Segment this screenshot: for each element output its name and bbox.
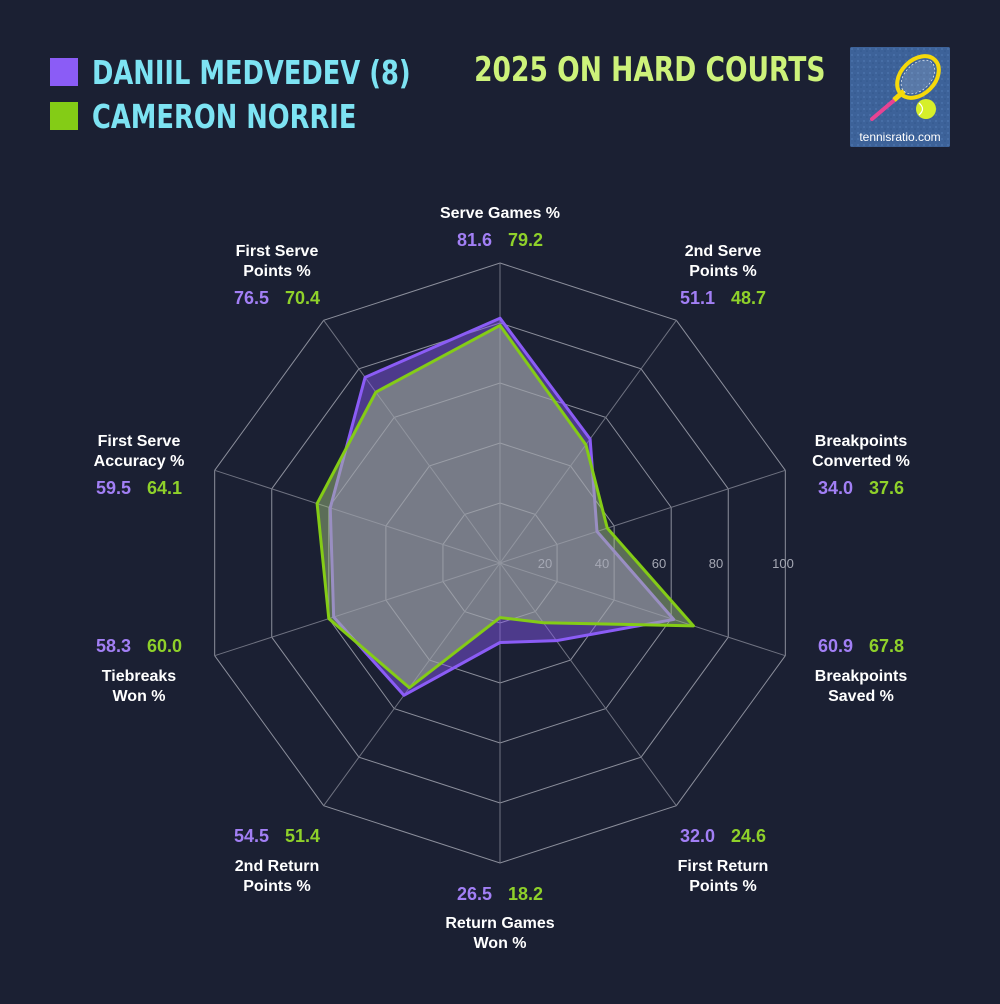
category-label-9-line-1: Points %	[243, 263, 311, 280]
spoke-9	[323, 320, 501, 564]
category-label-5-line-0: Return Games	[445, 915, 554, 932]
category-label-6-line-1: Points %	[243, 878, 311, 895]
value-label-medvedev-1: 51.1	[680, 288, 715, 308]
legend-swatch-medvedev	[50, 58, 78, 86]
value-label-norrie-8: 64.1	[147, 478, 182, 498]
tennisratio-logo[interactable]: tennisratio.com	[850, 47, 950, 147]
category-label-2-line-0: Breakpoints	[815, 433, 908, 450]
spoke-1	[499, 320, 677, 564]
category-label-3-line-0: Breakpoints	[815, 668, 908, 685]
category-label-8-line-0: First Serve	[98, 433, 181, 450]
value-label-medvedev-7: 58.3	[96, 636, 131, 656]
legend: DANIIL MEDVEDEV (8) CAMERON NORRIE	[50, 50, 501, 138]
value-label-medvedev-6: 54.5	[234, 826, 269, 846]
category-label-4-line-1: Points %	[689, 878, 757, 895]
category-label-3-line-1: Saved %	[828, 688, 894, 705]
value-label-norrie-3: 67.8	[869, 636, 904, 656]
category-labels: Serve Games % 81.6 79.2 2nd Serve Points % 51…	[94, 205, 910, 952]
tennis-racket-icon	[850, 47, 950, 147]
tick-label-80: 80	[709, 556, 723, 571]
spoke-7	[214, 562, 501, 657]
radar-ticks: 20 40 60 80 100	[538, 556, 794, 571]
legend-swatch-norrie	[50, 102, 78, 130]
value-label-norrie-1: 48.7	[731, 288, 766, 308]
legend-item-medvedev: DANIIL MEDVEDEV (8)	[50, 50, 501, 94]
series-area-norrie	[315, 323, 695, 690]
chart-title: 2025 ON HARD COURTS	[473, 50, 825, 90]
spoke-2	[499, 469, 786, 564]
value-label-medvedev-4: 32.0	[680, 826, 715, 846]
category-label-1-line-1: Points %	[689, 263, 757, 280]
category-label-2-line-1: Converted %	[812, 453, 910, 470]
category-label-1-line-0: 2nd Serve	[685, 243, 762, 260]
tick-label-100: 100	[772, 556, 794, 571]
series-area-medvedev	[328, 316, 676, 697]
spoke-4	[499, 562, 677, 806]
value-label-medvedev-5: 26.5	[457, 884, 492, 904]
category-label-5-line-1: Won %	[473, 935, 526, 952]
category-label-6-line-0: 2nd Return	[235, 858, 319, 875]
radar-areas	[315, 316, 695, 697]
category-label-9-line-0: First Serve	[236, 243, 319, 260]
value-label-norrie-4: 24.6	[731, 826, 766, 846]
radar-spokes	[214, 263, 786, 863]
category-label-8-line-1: Accuracy %	[94, 453, 185, 470]
tick-label-40: 40	[595, 556, 609, 571]
value-label-norrie-7: 60.0	[147, 636, 182, 656]
value-label-norrie-5: 18.2	[508, 884, 543, 904]
value-label-medvedev-0: 81.6	[457, 230, 492, 250]
category-label-4-line-0: First Return	[678, 858, 769, 875]
value-label-medvedev-3: 60.9	[818, 636, 853, 656]
category-label-7-line-1: Won %	[112, 688, 165, 705]
legend-label-medvedev: DANIIL MEDVEDEV (8)	[92, 52, 411, 92]
spoke-3	[499, 562, 786, 657]
legend-label-norrie: CAMERON NORRIE	[92, 96, 357, 136]
value-label-medvedev-8: 59.5	[96, 478, 131, 498]
legend-item-norrie: CAMERON NORRIE	[50, 94, 501, 138]
value-label-norrie-2: 37.6	[869, 478, 904, 498]
tick-label-60: 60	[652, 556, 666, 571]
value-label-norrie-0: 79.2	[508, 230, 543, 250]
category-label-7-line-0: Tiebreaks	[102, 668, 177, 685]
value-label-norrie-6: 51.4	[285, 826, 320, 846]
value-label-medvedev-2: 34.0	[818, 478, 853, 498]
category-label-0-line-0: Serve Games %	[440, 205, 560, 222]
value-label-medvedev-9: 76.5	[234, 288, 269, 308]
logo-text: tennisratio.com	[859, 130, 941, 144]
spoke-8	[214, 469, 501, 564]
tick-label-20: 20	[538, 556, 552, 571]
value-label-norrie-9: 70.4	[285, 288, 320, 308]
